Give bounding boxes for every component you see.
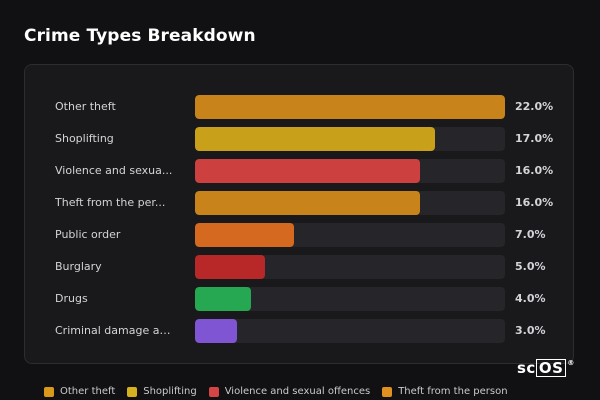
bar-row: Burglary 5.0% — [55, 255, 555, 279]
bar-track — [195, 255, 505, 279]
legend-item[interactable]: Other theft — [44, 386, 115, 397]
bar-row: Violence and sexua... 16.0% — [55, 159, 555, 183]
bar-row: Theft from the per... 16.0% — [55, 191, 555, 215]
registered-mark: ® — [567, 359, 575, 367]
bar-row: Shoplifting 17.0% — [55, 127, 555, 151]
bar-track — [195, 159, 505, 183]
bar-fill — [195, 95, 505, 119]
value-label: 16.0% — [515, 196, 554, 209]
legend-label: Other theft — [60, 386, 116, 397]
value-label: 3.0% — [515, 324, 546, 337]
bar-fill — [195, 127, 435, 151]
watermark-logo: sc OS ® — [517, 359, 575, 377]
category-label: Theft from the per... — [55, 196, 166, 209]
bar-fill — [195, 223, 294, 247]
legend-item[interactable]: Theft from the person — [382, 386, 508, 397]
category-label: Violence and sexua... — [55, 164, 173, 177]
bar-fill — [195, 255, 265, 279]
legend-label: Violence and sexual offences — [224, 386, 371, 397]
legend-item[interactable]: Violence and sexual offences — [208, 386, 371, 397]
chart-card: Other theft 22.0% Shoplifting 17.0% Violence… — [24, 64, 574, 364]
watermark-boxed: OS — [535, 359, 567, 377]
legend-label: Shoplifting — [143, 386, 197, 397]
value-label: 7.0% — [515, 228, 546, 241]
bar-fill — [195, 287, 251, 311]
bar-track — [195, 319, 505, 343]
chart-legend: Other theft Shoplifting Violence and sexua… — [44, 386, 508, 397]
bar-fill — [195, 319, 237, 343]
legend-item[interactable]: Shoplifting — [127, 386, 197, 397]
bar-track — [195, 191, 505, 215]
bar-row: Drugs 4.0% — [55, 287, 555, 311]
legend-swatch — [127, 386, 138, 397]
bar-track — [195, 95, 505, 119]
value-label: 4.0% — [515, 292, 546, 305]
bar-fill — [195, 191, 420, 215]
value-label: 5.0% — [515, 260, 546, 273]
category-label: Public order — [55, 228, 121, 241]
legend-swatch — [382, 386, 393, 397]
bar-track — [195, 223, 505, 247]
bar-track — [195, 287, 505, 311]
category-label: Drugs — [55, 292, 88, 305]
bar-fill — [195, 159, 420, 183]
legend-swatch — [208, 386, 219, 397]
value-label: 17.0% — [515, 132, 554, 145]
value-label: 22.0% — [515, 100, 554, 113]
legend-label: Theft from the person — [398, 386, 508, 397]
value-label: 16.0% — [515, 164, 554, 177]
legend-swatch — [44, 386, 54, 397]
bar-row: Public order 7.0% — [55, 223, 555, 247]
category-label: Shoplifting — [55, 132, 114, 145]
category-label: Criminal damage an... — [55, 324, 175, 337]
page-title: Crime Types Breakdown — [24, 26, 256, 46]
bar-row: Other theft 22.0% — [55, 95, 555, 119]
watermark-prefix: sc — [517, 359, 536, 377]
bar-row: Criminal damage an... 3.0% — [55, 319, 555, 343]
category-label: Burglary — [55, 260, 102, 273]
category-label: Other theft — [55, 100, 116, 113]
bar-track — [195, 127, 505, 151]
